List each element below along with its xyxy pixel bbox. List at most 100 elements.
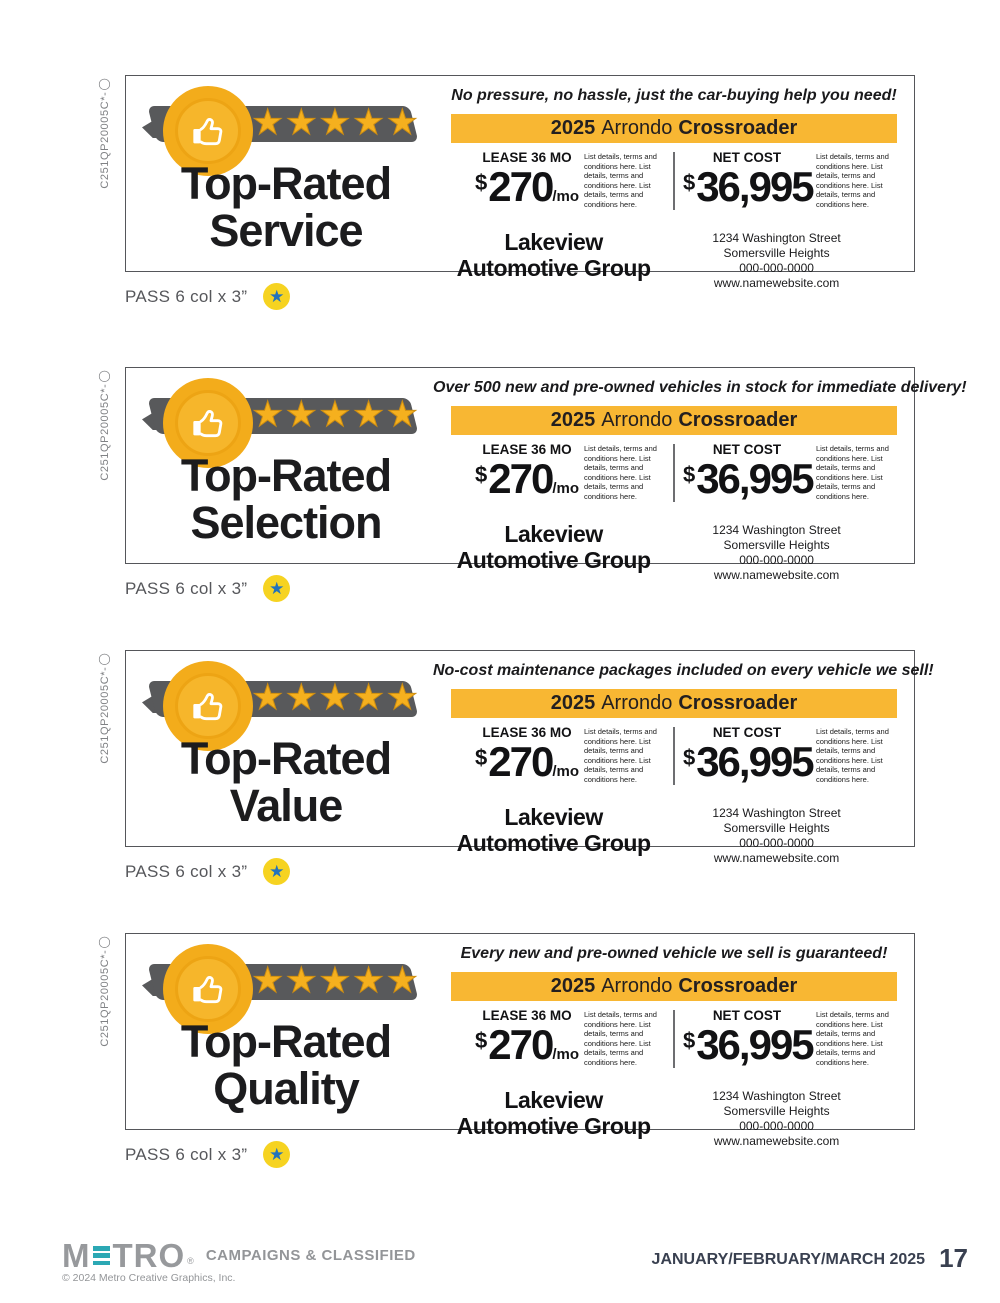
star-icon: ★ [269, 579, 285, 598]
logo-e-bars-icon [92, 1246, 110, 1265]
dealer-website: www.namewebsite.com [713, 568, 840, 582]
pass-star-badge: ★ [263, 1141, 291, 1168]
net-cost-amount: 36,995 [696, 455, 814, 502]
lease-per-month: /mo [552, 188, 579, 205]
column-divider [673, 444, 675, 502]
pass-star-badge: ★ [263, 575, 291, 602]
column-divider [673, 152, 675, 210]
lease-column: LEASE 36 MO $270/mo [475, 150, 579, 219]
net-cost-price: $36,995 [683, 1021, 815, 1074]
badge-inner-circle [175, 956, 241, 1022]
thumbs-up-badge [163, 378, 253, 468]
star-icon: ★ [269, 287, 285, 306]
lease-amount: 270 [488, 738, 554, 785]
vehicle-banner: 2025 Arrondo Crossroader [451, 114, 897, 143]
ad-unit: C251QP20005C*-◯ ★ ★ ★ ★ ★ [0, 367, 1000, 607]
pricing-row: LEASE 36 MO $270/mo List details, terms … [451, 150, 897, 219]
currency-sign: $ [682, 462, 696, 487]
ad-offer-panel: No pressure, no hassle, just the car-buy… [451, 82, 897, 291]
net-cost-amount: 36,995 [696, 738, 814, 785]
ad-offer-panel: Over 500 new and pre-owned vehicles in s… [433, 374, 967, 583]
star-icon: ★ [319, 103, 351, 142]
ad-artwork: ★ ★ ★ ★ ★ [140, 376, 432, 558]
vehicle-year: 2025 [550, 409, 596, 431]
ad-unit: C251QP20005C*-◯ ★ ★ ★ ★ ★ [0, 75, 1000, 315]
currency-sign: $ [475, 462, 488, 487]
five-star-rating: ★ ★ ★ ★ ★ [251, 395, 418, 434]
vehicle-year: 2025 [550, 692, 596, 714]
pass-size-label: PASS 6 col x 3” [125, 1144, 248, 1164]
ad-tagline: Every new and pre-owned vehicle we sell … [460, 945, 888, 962]
five-star-rating: ★ ★ ★ ★ ★ [251, 103, 418, 142]
lease-label: LEASE 36 MO [482, 725, 572, 740]
dealer-address: 1234 Washington Street Somersville Heigh… [656, 804, 897, 866]
address-city: Somersville Heights [723, 1104, 830, 1118]
lease-label: LEASE 36 MO [482, 1008, 572, 1023]
dealer-name-line1: Lakeview [504, 521, 603, 547]
ad-offer-panel: No-cost maintenance packages included on… [433, 657, 934, 866]
lease-amount: 270 [488, 1021, 554, 1068]
net-cost-column: NET COST $36,995 [683, 150, 815, 216]
lease-column: LEASE 36 MO $270/mo [475, 1008, 579, 1077]
star-icon: ★ [386, 678, 418, 717]
vehicle-model: Crossroader [678, 975, 798, 997]
star-icon: ★ [251, 961, 284, 1000]
pricing-row: LEASE 36 MO $270/mo List details, terms … [451, 725, 897, 794]
net-cost-column: NET COST $36,995 [683, 1008, 815, 1074]
logo-letters-tro: TRO [112, 1237, 186, 1274]
thumbs-up-icon [188, 403, 228, 443]
lease-label: LEASE 36 MO [482, 150, 572, 165]
vehicle-banner: 2025 Arrondo Crossroader [451, 406, 897, 435]
dealer-name: Lakeview Automotive Group [451, 804, 656, 866]
vehicle-year: 2025 [550, 975, 596, 997]
ad-tagline: No-cost maintenance packages included on… [433, 662, 934, 679]
currency-sign: $ [475, 745, 488, 770]
dealer-row: Lakeview Automotive Group 1234 Washingto… [451, 521, 897, 583]
dealer-website: www.namewebsite.com [713, 276, 840, 290]
copyright-line: © 2024 Metro Creative Graphics, Inc. [62, 1272, 236, 1284]
address-street: 1234 Washington Street [712, 1089, 841, 1103]
lease-column: LEASE 36 MO $270/mo [475, 725, 579, 794]
print-code-label: C251QP20005C*-◯ [99, 936, 111, 1047]
vehicle-banner: 2025 Arrondo Crossroader [451, 972, 897, 1001]
ad-tagline: Over 500 new and pre-owned vehicles in s… [433, 379, 967, 396]
pass-size-label: PASS 6 col x 3” [125, 861, 248, 881]
address-city: Somersville Heights [723, 538, 830, 552]
headline-line2: Quality [213, 1063, 360, 1114]
vehicle-make: Arrondo [601, 975, 673, 997]
net-cost-amount: 36,995 [696, 1021, 814, 1068]
lease-price: $270/mo [475, 457, 579, 511]
net-cost-label: NET COST [712, 442, 782, 457]
net-cost-fine-print: List details, terms and conditions here.… [815, 152, 889, 209]
ad-artwork: ★ ★ ★ ★ ★ [140, 84, 432, 266]
dealer-name-line2: Automotive Group [456, 1113, 651, 1139]
lease-amount: 270 [488, 163, 554, 210]
dealer-address: 1234 Washington Street Somersville Heigh… [656, 1087, 897, 1149]
headline-line2: Service [209, 205, 363, 256]
currency-sign: $ [475, 1028, 488, 1053]
dealer-phone: 000-000-0000 [739, 836, 814, 850]
footer-issue: JANUARY/FEBRUARY/MARCH 2025 17 [652, 1245, 968, 1271]
headline-line1: Top-Rated [180, 450, 392, 501]
pass-annotation: PASS 6 col x 3” ★ [125, 1141, 291, 1168]
lease-price: $270/mo [475, 740, 579, 794]
star-icon: ★ [285, 395, 318, 434]
net-cost-fine-print: List details, terms and conditions here.… [815, 1010, 889, 1067]
net-cost-label: NET COST [712, 1008, 782, 1023]
pass-annotation: PASS 6 col x 3” ★ [125, 283, 291, 310]
dealer-name: Lakeview Automotive Group [451, 521, 656, 583]
headline-line1: Top-Rated [180, 733, 392, 784]
ad-unit: C251QP20005C*-◯ ★ ★ ★ ★ ★ [0, 650, 1000, 890]
headline-line1: Top-Rated [180, 158, 392, 209]
star-icon: ★ [352, 961, 385, 1000]
star-icon: ★ [352, 678, 385, 717]
star-icon: ★ [352, 395, 385, 434]
thumbs-up-badge [163, 944, 253, 1034]
lease-amount: 270 [488, 455, 554, 502]
vehicle-make: Arrondo [601, 117, 673, 139]
net-cost-fine-print: List details, terms and conditions here.… [815, 444, 889, 501]
net-cost-column: NET COST $36,995 [683, 725, 815, 791]
net-cost-price: $36,995 [683, 738, 815, 791]
lease-per-month: /mo [552, 480, 579, 497]
ad-tagline: No pressure, no hassle, just the car-buy… [451, 87, 897, 104]
